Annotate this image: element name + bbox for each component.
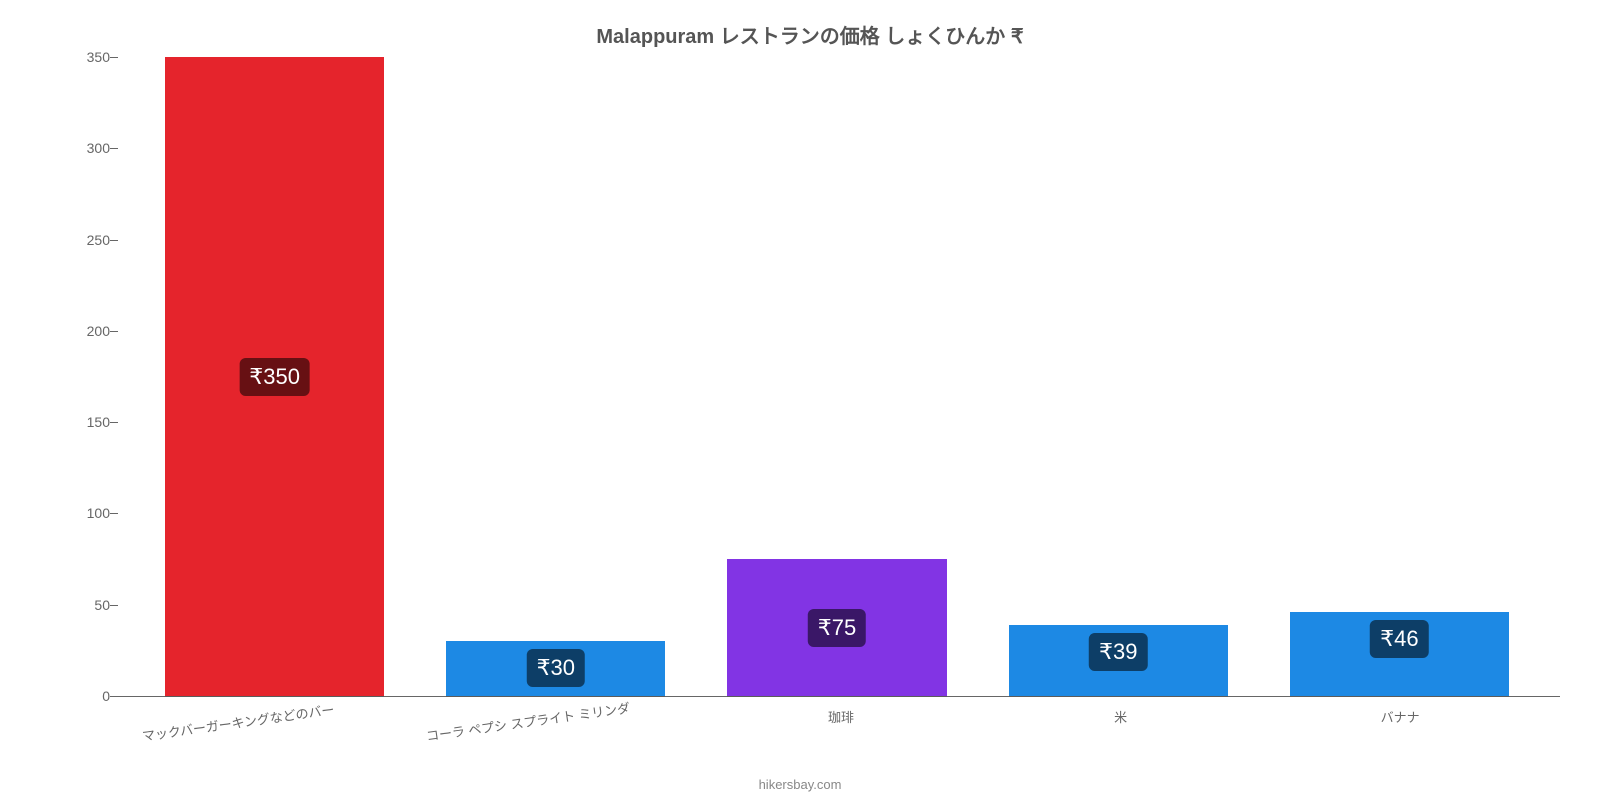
y-tick-label: 250 [70,232,110,248]
bar-value-label: ₹39 [1089,633,1147,671]
bar: ₹350 [165,57,384,696]
y-tick-label: 350 [70,49,110,65]
bar-value-label: ₹46 [1370,620,1428,658]
chart-title: Malappuram レストランの価格 しょくひんか ₹ [50,20,1570,49]
bar-value-label: ₹75 [808,609,866,647]
bar-group: ₹75 [696,57,977,696]
bars-region: ₹350 ₹30 ₹75 ₹39 ₹46 [114,57,1560,696]
y-tick-label: 50 [70,597,110,613]
bar: ₹46 [1290,612,1509,696]
plot-area: 050100150200250300350 ₹350₹30₹75₹39₹46 [114,57,1560,697]
y-tick-label: 0 [70,688,110,704]
y-tick-label: 300 [70,140,110,156]
y-tick-label: 150 [70,414,110,430]
x-tick-label: 米 [981,697,1261,726]
bar: ₹75 [727,559,946,696]
bar: ₹39 [1009,625,1228,696]
y-tick-label: 100 [70,505,110,521]
x-tick-label: 珈琲 [701,697,981,726]
x-tick-label: バナナ [1260,697,1540,726]
bar-group: ₹350 [134,57,415,696]
bar-value-label: ₹350 [239,358,310,396]
attribution-text: hikersbay.com [759,777,842,792]
y-axis: 050100150200250300350 [70,57,110,696]
bar-group: ₹46 [1259,57,1540,696]
y-tick-label: 200 [70,323,110,339]
bar-value-label: ₹30 [527,649,585,687]
x-axis-labels: マックバーガーキングなどのバーコーラ ペプシ スプライト ミリンダ珈琲米バナナ [114,697,1560,726]
bar-group: ₹30 [415,57,696,696]
chart-container: Malappuram レストランの価格 しょくひんか ₹ 0 50 100 150 20… [50,20,1570,740]
bar-group: ₹39 [978,57,1259,696]
